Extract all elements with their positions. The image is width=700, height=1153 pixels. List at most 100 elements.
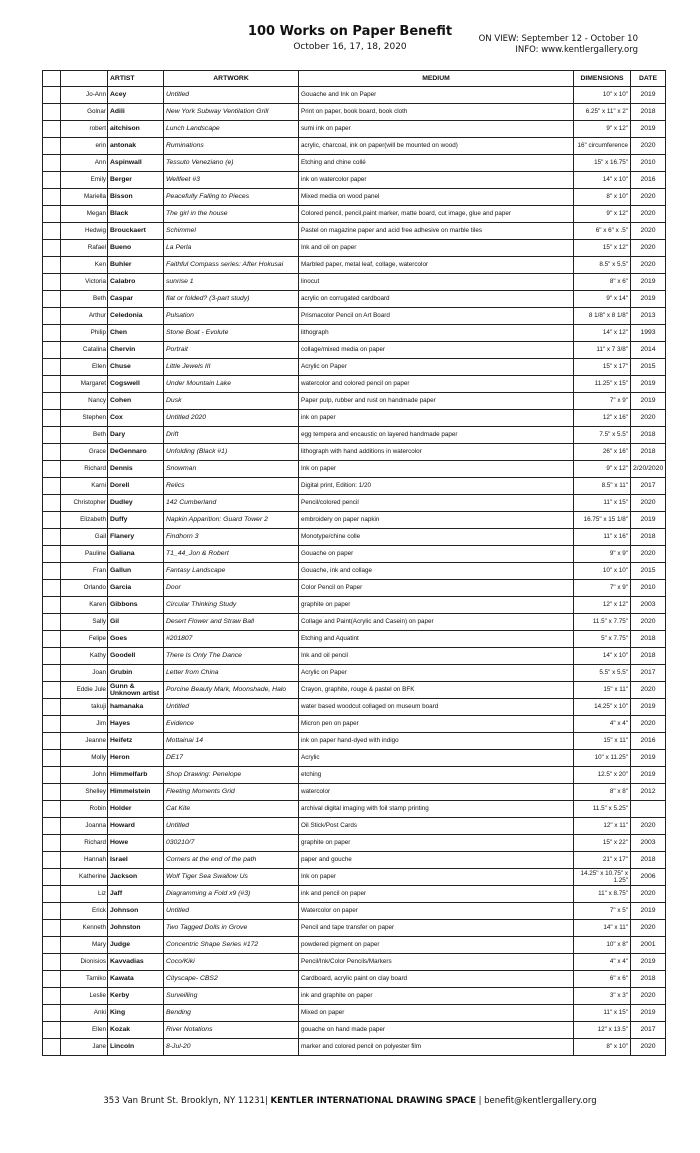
dimensions: 6.25" x 11" x 2" bbox=[573, 103, 631, 121]
date: 2010 bbox=[630, 154, 666, 172]
dimensions: 3" x 3" bbox=[573, 987, 631, 1005]
artwork-title: Concentric Shape Series #172 bbox=[163, 936, 299, 954]
date: 2020 bbox=[630, 681, 666, 699]
artwork-title: Napkin Apparition: Guard Tower 2 bbox=[163, 511, 299, 529]
table-row: Jim Hayes Evidence Micron pen on paper 4" x … bbox=[42, 715, 666, 733]
artwork-title: Desert Flower and Straw Ball bbox=[163, 613, 299, 631]
row-index-cell bbox=[42, 341, 61, 359]
row-index-cell bbox=[42, 766, 61, 784]
medium: Micron pen on paper bbox=[298, 715, 574, 733]
artwork-title: 142 Cumberland bbox=[163, 494, 299, 512]
table-row: John Himmelfarb Shop Drawing: Penelope etch… bbox=[42, 766, 666, 784]
date: 2014 bbox=[630, 341, 666, 359]
table-row: Victoria Calabro sunrise 1 linocut 8" x 6" 20… bbox=[42, 273, 666, 291]
date bbox=[630, 800, 666, 818]
row-index-cell bbox=[42, 324, 61, 342]
artist-last-name: Himmelstein bbox=[107, 783, 164, 801]
artist-last-name: Howe bbox=[107, 834, 164, 852]
date: 2019 bbox=[630, 392, 666, 410]
artwork-title: Ruminations bbox=[163, 137, 299, 155]
table-row: Golnar Adili New York Subway Ventilation G… bbox=[42, 103, 666, 121]
artist-last-name: Howard bbox=[107, 817, 164, 835]
medium: Paper pulp, rubber and rust on handmade … bbox=[298, 392, 574, 410]
medium: acrylic on corrugated cardboard bbox=[298, 290, 574, 308]
dimensions: 15" x 12" bbox=[573, 239, 631, 257]
row-index-cell bbox=[42, 1038, 61, 1056]
medium: Monotype/chine colle bbox=[298, 528, 574, 546]
dimensions: 15" x 11" bbox=[573, 732, 631, 750]
artwork-title: Cityscape- CBS2 bbox=[163, 970, 299, 988]
date: 2018 bbox=[630, 426, 666, 444]
artist-last-name: Garcia bbox=[107, 579, 164, 597]
artwork-title: Dusk bbox=[163, 392, 299, 410]
dimensions: 16.75" x 15 1/8" bbox=[573, 511, 631, 529]
table-row: Mary Judge Concentric Shape Series #172 pow… bbox=[42, 936, 666, 954]
table-row: Jane Lincoln 8-Jul-20 marker and colored pe… bbox=[42, 1038, 666, 1056]
artist-last-name: Lincoln bbox=[107, 1038, 164, 1056]
artist-last-name: Black bbox=[107, 205, 164, 223]
date: 2017 bbox=[630, 664, 666, 682]
row-index-cell bbox=[42, 154, 61, 172]
artist-first-name: Arthur bbox=[60, 307, 108, 325]
artist-last-name: Himmelfarb bbox=[107, 766, 164, 784]
table-row: Emily Berger Wellfeet #3 ink on watercolor … bbox=[42, 171, 666, 189]
table-row: Pauline Galiana T1_44_Jon & Robert Gouache … bbox=[42, 545, 666, 563]
dimensions: 9" x 9" bbox=[573, 545, 631, 563]
info-website: INFO: www.kentlergallery.org bbox=[515, 45, 638, 55]
date: 2013 bbox=[630, 307, 666, 325]
artwork-title: Relics bbox=[163, 477, 299, 495]
artist-first-name: Orlando bbox=[60, 579, 108, 597]
column-header-date: DATE bbox=[630, 70, 666, 87]
dimensions: 11" x 15" bbox=[573, 1004, 631, 1022]
medium: Acrylic on Paper bbox=[298, 358, 574, 376]
medium: water based woodcut collaged on museum b… bbox=[298, 698, 574, 716]
artist-first-name: Ann bbox=[60, 154, 108, 172]
medium: Etching and chine collé bbox=[298, 154, 574, 172]
dimensions: 11.25" x 15" bbox=[573, 375, 631, 393]
artwork-title: Findhorn 3 bbox=[163, 528, 299, 546]
medium: sumi ink on paper bbox=[298, 120, 574, 138]
artist-last-name: antonak bbox=[107, 137, 164, 155]
date: 2020 bbox=[630, 545, 666, 563]
medium: Pencil and tape transfer on paper bbox=[298, 919, 574, 937]
artwork-title: Tessuto Veneziano (e) bbox=[163, 154, 299, 172]
dimensions: 11.5" x 7.75" bbox=[573, 613, 631, 631]
dimensions: 4" x 4" bbox=[573, 715, 631, 733]
row-index-cell bbox=[42, 919, 61, 937]
artwork-title: Little Jewels III bbox=[163, 358, 299, 376]
date: 2020 bbox=[630, 494, 666, 512]
artist-last-name: Flanery bbox=[107, 528, 164, 546]
dimensions: 14.25" x 10.75" x 1.25" bbox=[573, 868, 631, 886]
column-header-medium: MEDIUM bbox=[298, 70, 574, 87]
dimensions: 8 1/8" x 8 1/8" bbox=[573, 307, 631, 325]
dimensions: 5.5" x 5.5" bbox=[573, 664, 631, 682]
column-header-artist: ARTIST bbox=[107, 70, 164, 87]
medium: ink and pencil on paper bbox=[298, 885, 574, 903]
artwork-title: Schimmel bbox=[163, 222, 299, 240]
table-row: Jo-Ann Acey Untitled Gouache and Ink on Pap… bbox=[42, 86, 666, 104]
medium: Pencil/colored pencil bbox=[298, 494, 574, 512]
date: 2019 bbox=[630, 511, 666, 529]
artist-last-name: Kozak bbox=[107, 1021, 164, 1039]
artist-first-name: Philip bbox=[60, 324, 108, 342]
dimensions: 15" x 17" bbox=[573, 358, 631, 376]
dimensions: 7.5" x 5.5" bbox=[573, 426, 631, 444]
date: 2003 bbox=[630, 596, 666, 614]
artist-first-name: Hannah bbox=[60, 851, 108, 869]
dimensions: 11" x 16" bbox=[573, 528, 631, 546]
artwork-title: Surveilling bbox=[163, 987, 299, 1005]
artist-last-name: Heron bbox=[107, 749, 164, 767]
row-index-cell bbox=[42, 188, 61, 206]
artwork-title: Fantasy Landscape bbox=[163, 562, 299, 580]
table-row: Liz Jaff Diagramming a Fold x9 (#3) ink and… bbox=[42, 885, 666, 903]
row-index-cell bbox=[42, 392, 61, 410]
row-index-cell bbox=[42, 103, 61, 121]
dimensions: 7" x 5" bbox=[573, 902, 631, 920]
artwork-title: Untitled 2020 bbox=[163, 409, 299, 427]
artist-first-name: Grace bbox=[60, 443, 108, 461]
artist-first-name: Ellen bbox=[60, 358, 108, 376]
artwork-title: Peacefully Falling to Pieces bbox=[163, 188, 299, 206]
date: 2001 bbox=[630, 936, 666, 954]
table-row: Catalina Chervin Portrait collage/mixed med… bbox=[42, 341, 666, 359]
artist-last-name: Adili bbox=[107, 103, 164, 121]
